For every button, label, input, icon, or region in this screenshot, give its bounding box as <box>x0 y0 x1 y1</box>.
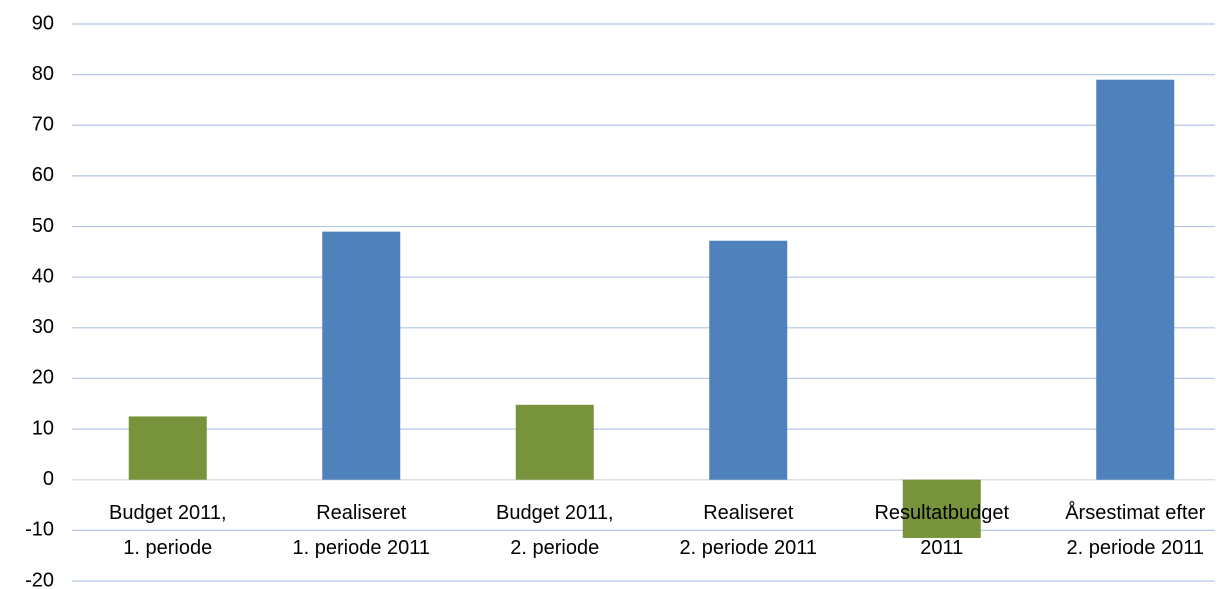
bar <box>902 479 981 538</box>
x-tick-label: Resultatbudget 2011 <box>874 501 1010 559</box>
bar <box>1096 79 1175 480</box>
x-tick-label: Realiseret 1. periode 2011 <box>292 501 431 559</box>
y-tick-label: 40 <box>32 265 54 287</box>
y-tick-label: 20 <box>32 367 54 389</box>
y-tick-label: 0 <box>43 468 54 490</box>
bar <box>128 416 207 480</box>
bar <box>322 231 401 480</box>
bar <box>515 404 594 480</box>
bar <box>709 240 788 480</box>
y-tick-label: -20 <box>25 569 54 589</box>
y-tick-label: 30 <box>32 316 54 338</box>
y-tick-label: 10 <box>32 417 54 439</box>
x-tick-label: Budget 2011, 1. periode <box>108 501 227 559</box>
y-tick-label: -10 <box>25 519 54 541</box>
y-tick-label: 60 <box>32 164 54 186</box>
x-tick-label: Årsestimat efter 2. periode 2011 <box>1065 501 1206 559</box>
y-tick-label: 80 <box>32 63 54 85</box>
y-tick-label: 50 <box>32 215 54 237</box>
y-tick-label: 70 <box>32 114 54 136</box>
x-tick-label: Budget 2011, 2. periode <box>495 501 614 559</box>
x-tick-label: Realiseret 2. periode 2011 <box>679 501 818 559</box>
y-tick-label: 90 <box>32 12 54 34</box>
